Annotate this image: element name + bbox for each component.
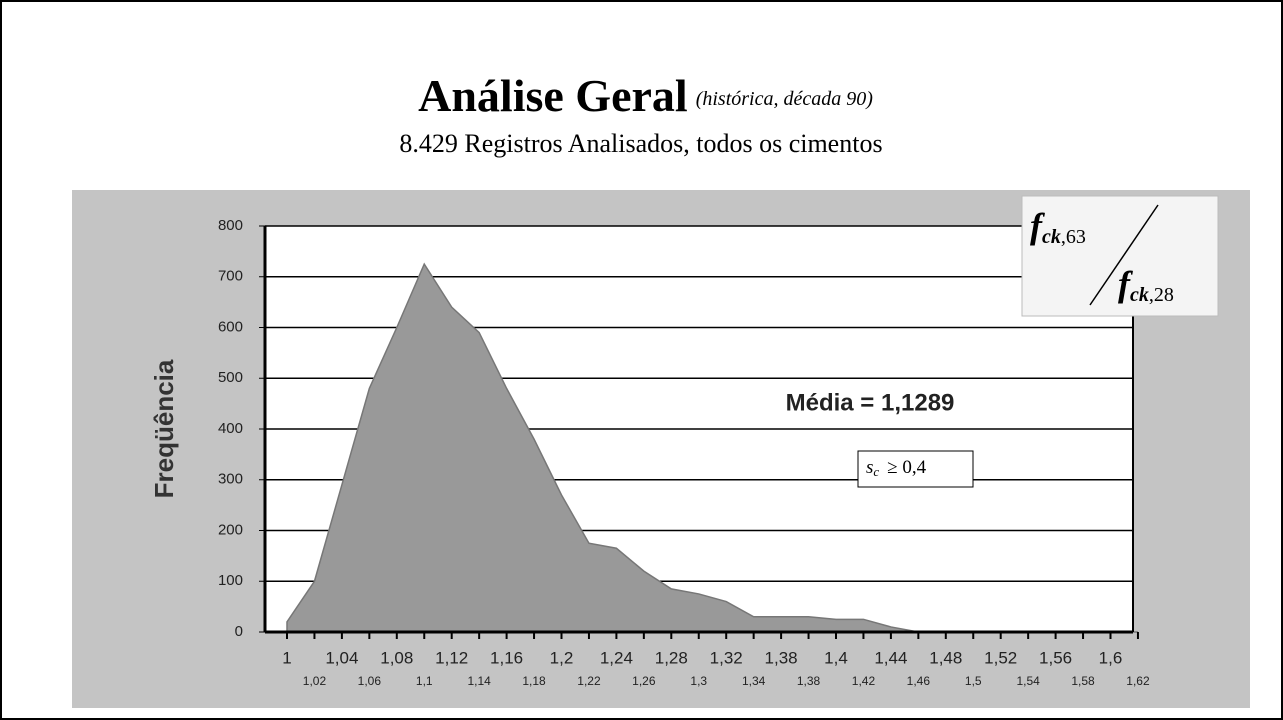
x-tick-label: 1,08 <box>380 648 413 667</box>
y-tick-label: 500 <box>218 369 243 386</box>
formula-subscript: ck <box>1130 284 1149 306</box>
x-tick-label: 1 <box>282 648 291 667</box>
x-tick-label: 1,42 <box>852 674 876 688</box>
x-tick-label: 1,44 <box>874 648 907 667</box>
formula-numerator: fck,63 <box>1030 206 1086 247</box>
x-tick-label: 1,54 <box>1016 674 1040 688</box>
subtitle: 8.429 Registros Analisados, todos os cim… <box>399 129 882 158</box>
y-tick-label: 0 <box>235 623 243 640</box>
condition-box <box>857 450 974 488</box>
x-tick-label: 1,58 <box>1071 674 1095 688</box>
title: Análise Geral (histórica, década 90) <box>418 70 873 121</box>
y-tick-label: 700 <box>218 268 243 285</box>
x-tick-label: 1,4 <box>824 648 848 667</box>
x-tick-label: 1,2 <box>550 648 574 667</box>
formula-subscript: ck <box>1042 226 1061 248</box>
formula-box <box>1021 195 1219 317</box>
formula-index: ,63 <box>1061 226 1086 248</box>
y-tick-label: 200 <box>218 521 243 538</box>
x-tick-label: 1,3 <box>690 674 707 688</box>
y-tick-label: 600 <box>218 318 243 335</box>
formula-slash <box>1089 204 1159 306</box>
annotation: Média = 1,1289 <box>786 389 955 416</box>
x-tick-label: 1,16 <box>490 648 523 667</box>
x-tick-label: 1,32 <box>710 648 743 667</box>
condition-text: ≥ 0,4 <box>887 457 926 478</box>
x-tick-label: 1,02 <box>303 674 327 688</box>
x-tick-label: 1,14 <box>467 674 491 688</box>
condition-subscript: c <box>873 464 879 479</box>
x-tick-label: 1,38 <box>765 648 798 667</box>
x-tick-label: 1,26 <box>632 674 656 688</box>
y-tick-label: 400 <box>218 420 243 437</box>
marks: 0 100 200 300 400 500 600 700 800 1 1,02 1,041,06 1,… <box>218 217 1150 688</box>
title-note: (histórica, década 90) <box>696 88 874 110</box>
x-tick-label: 1,46 <box>907 674 931 688</box>
formula-index: ,28 <box>1149 284 1174 306</box>
x-tick-label: 1,52 <box>984 648 1017 667</box>
formula-symbol: f <box>1118 264 1133 304</box>
x-tick-label: 1,24 <box>600 648 633 667</box>
x-tick-label: 1,06 <box>358 674 382 688</box>
formula-denominator: fck,28 <box>1118 264 1174 305</box>
x-tick-label: 1,04 <box>325 648 358 667</box>
formula-symbol: f <box>1030 206 1045 246</box>
x-tick-label: 1,28 <box>655 648 688 667</box>
x-tick-label: 1,12 <box>435 648 468 667</box>
x-tick-label: 1,34 <box>742 674 766 688</box>
x-tick-label: 1,48 <box>929 648 962 667</box>
y-tick-label: 800 <box>218 217 243 234</box>
x-tick-label: 1,22 <box>577 674 601 688</box>
y-axis-label: Freqüência <box>149 359 179 498</box>
x-tick-label: 1,5 <box>965 674 982 688</box>
x-tick-label: 1,1 <box>416 674 433 688</box>
x-tick-label: 1,6 <box>1099 648 1123 667</box>
x-tick-label: 1,62 <box>1126 674 1150 688</box>
condition: sc ≥ 0,4 <box>866 457 927 479</box>
x-tick-label: 1,18 <box>522 674 546 688</box>
condition-symbol: s <box>866 457 873 478</box>
x-tick-label: 1,56 <box>1039 648 1072 667</box>
y-tick-label: 100 <box>218 572 243 589</box>
title-text: Análise Geral <box>418 70 688 121</box>
y-tick-label: 300 <box>218 471 243 488</box>
x-tick-label: 1,38 <box>797 674 821 688</box>
